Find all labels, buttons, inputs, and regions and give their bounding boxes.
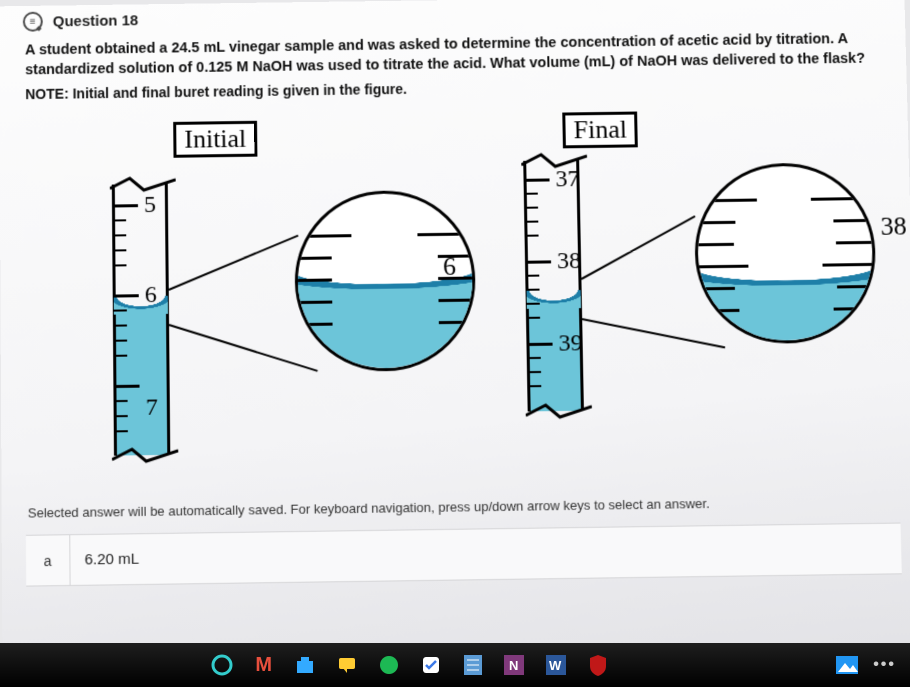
mcafee-icon[interactable] (586, 653, 610, 677)
answer-key: a (26, 535, 71, 585)
photos-icon[interactable] (835, 653, 859, 677)
todo-icon[interactable] (419, 653, 443, 677)
tick-37: 37 (555, 166, 579, 193)
onenote-icon[interactable]: N (503, 653, 527, 677)
answer-value: 6.20 mL (70, 534, 153, 585)
initial-mag-number: 6 (443, 252, 456, 282)
svg-text:N: N (509, 658, 518, 673)
final-mag-number: 38 (880, 212, 907, 242)
answer-option-a[interactable]: a 6.20 mL (26, 523, 902, 587)
keyboard-hint: Selected answer will be automatically sa… (26, 493, 900, 520)
mail-icon[interactable]: M (252, 653, 276, 677)
tick-6: 6 (145, 282, 157, 309)
svg-text:W: W (549, 658, 562, 673)
question-number: Question 18 (53, 12, 139, 30)
final-buret: 37 38 39 (523, 160, 584, 411)
question-icon: ≡ (23, 12, 43, 32)
store-icon[interactable] (294, 653, 318, 677)
question-header: ≡ Question 18 (23, 0, 887, 32)
final-magnifier (693, 162, 877, 345)
taskbar-overflow-icon[interactable]: ••• (873, 656, 896, 674)
spotify-icon[interactable] (377, 653, 401, 677)
notes-icon[interactable] (461, 653, 485, 677)
word-icon[interactable]: W (544, 653, 568, 677)
tick-38: 38 (557, 248, 582, 275)
tick-39: 39 (558, 330, 583, 357)
initial-label: Initial (173, 121, 257, 158)
tick-5: 5 (144, 192, 156, 219)
question-body: A student obtained a 24.5 mL vinegar sam… (23, 30, 888, 81)
initial-buret: 5 6 7 (112, 184, 170, 456)
buret-figure: Initial Final 5 6 7 (23, 104, 891, 497)
chat-icon[interactable] (335, 653, 359, 677)
edge-icon[interactable] (210, 653, 234, 677)
final-label: Final (562, 112, 638, 149)
tick-7: 7 (146, 395, 158, 422)
windows-taskbar[interactable]: M N W ••• (0, 643, 910, 687)
